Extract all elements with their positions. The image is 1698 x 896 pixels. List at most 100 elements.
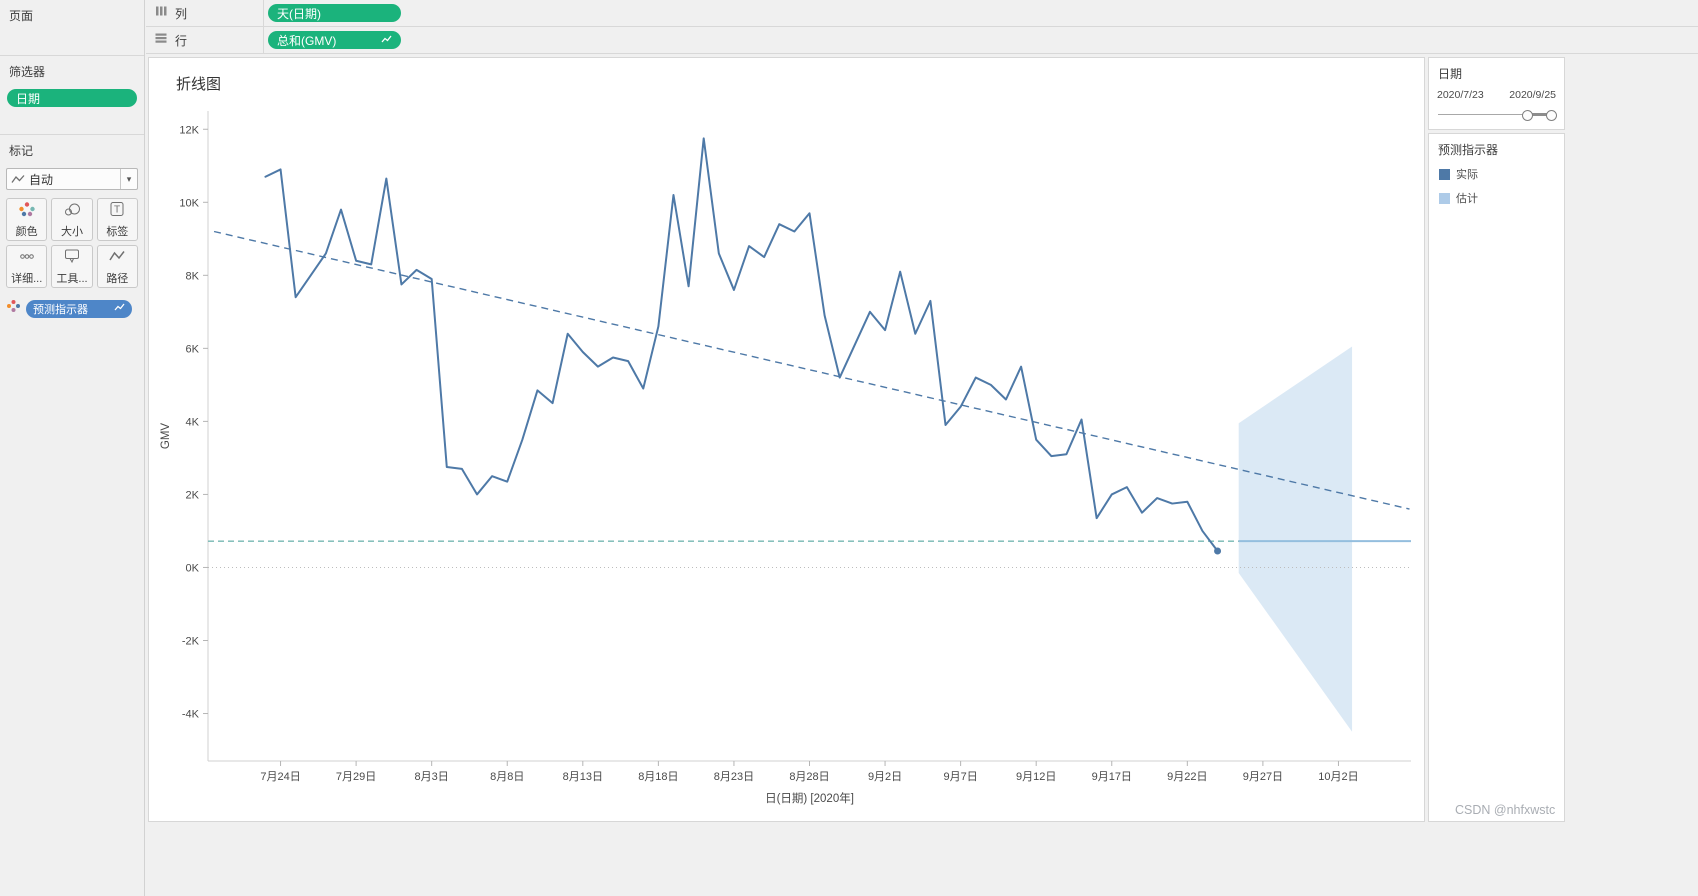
- mark-type-label: 自动: [29, 172, 54, 187]
- size-icon: [63, 201, 81, 222]
- x-tick-label: 8月23日: [714, 771, 754, 783]
- y-tick-label: 12K: [179, 124, 199, 136]
- pill-sum-gmv[interactable]: 总和(GMV): [268, 31, 401, 49]
- label-icon: T: [108, 201, 126, 222]
- filters-title: 筛选器: [9, 65, 46, 79]
- mark-type-dropdown[interactable]: 自动 ▾: [6, 168, 138, 190]
- chevron-down-icon[interactable]: ▾: [120, 169, 137, 189]
- label-button-label: 标签: [106, 225, 129, 238]
- mark-buttons: 颜色 大小 T 标签 详细...: [6, 198, 138, 288]
- filter-pill-label: 日期: [16, 91, 41, 106]
- last-point-marker[interactable]: [1214, 547, 1222, 555]
- forecast-indicator-pill-label: 预测指示器: [33, 303, 88, 316]
- x-tick-label: 9月22日: [1167, 771, 1207, 783]
- forecast-legend-card: 预测指示器 实际 估计: [1428, 133, 1565, 822]
- legend-item-estimate[interactable]: 估计: [1429, 190, 1564, 206]
- path-icon: [108, 248, 126, 269]
- size-button[interactable]: 大小: [51, 198, 93, 241]
- color-button[interactable]: 颜色: [6, 198, 48, 241]
- trend-badge-icon: [381, 33, 392, 47]
- color-icon: [18, 201, 36, 222]
- y-tick-label: 10K: [179, 197, 199, 209]
- date-filter-title: 日期: [1438, 67, 1463, 81]
- x-tick-label: 8月3日: [415, 771, 449, 783]
- x-tick-label: 9月17日: [1092, 771, 1132, 783]
- rows-shelf[interactable]: 行 总和(GMV): [146, 27, 1698, 54]
- columns-shelf[interactable]: 列 天(日期): [146, 0, 1698, 27]
- marks-pill-row: 预测指示器: [6, 299, 138, 318]
- y-tick-label: 0K: [186, 562, 200, 574]
- slider-handle-start[interactable]: [1522, 110, 1534, 121]
- columns-shelf-pills[interactable]: 天(日期): [264, 4, 401, 22]
- x-tick-label: 9月27日: [1243, 771, 1283, 783]
- date-range-start: 2020/7/23: [1437, 89, 1484, 101]
- x-tick-label: 7月24日: [260, 771, 300, 783]
- svg-text:T: T: [114, 204, 120, 215]
- forecast-band: [1238, 346, 1353, 732]
- x-tick-label: 8月8日: [490, 771, 524, 783]
- forecast-indicator-pill[interactable]: 预测指示器: [26, 299, 132, 318]
- x-tick-label: 8月28日: [789, 771, 829, 783]
- pill-day-date[interactable]: 天(日期): [268, 4, 401, 22]
- label-button[interactable]: T 标签: [96, 198, 138, 241]
- slider-handle-end[interactable]: [1546, 110, 1557, 121]
- y-tick-label: -2K: [182, 635, 200, 647]
- y-tick-label: -4K: [182, 709, 200, 721]
- legend-title: 预测指示器: [1438, 143, 1499, 157]
- detail-icon: [18, 248, 36, 269]
- legend-label-actual: 实际: [1456, 169, 1478, 181]
- y-tick-label: 4K: [186, 416, 200, 428]
- x-tick-label: 9月2日: [868, 771, 902, 783]
- marks-title: 标记: [9, 144, 34, 158]
- x-tick-label: 9月7日: [944, 771, 978, 783]
- pages-section: 页面: [0, 0, 144, 56]
- date-range-end: 2020/9/25: [1509, 89, 1556, 101]
- date-filter-card: 日期 2020/7/23 2020/9/25: [1428, 57, 1565, 130]
- watermark: CSDN @nhfxwstc: [1455, 803, 1556, 817]
- line-mark-icon: [7, 172, 29, 186]
- pill-day-date-label: 天(日期): [277, 6, 321, 21]
- worksheet[interactable]: -4K -2K 0K 2K 4K 6K 8K 10K 12K 7月24日 7月29日 8月3日 8月8日…: [148, 57, 1425, 822]
- series-line[interactable]: [264, 137, 1219, 553]
- size-button-label: 大小: [60, 225, 83, 238]
- marks-section: 标记 自动 ▾ 颜色 大小 T: [0, 135, 144, 318]
- y-axis-title: GMV: [160, 423, 172, 450]
- filters-section: 筛选器 日期: [0, 56, 144, 135]
- detail-button-label: 详细...: [11, 272, 43, 285]
- sidebar: 页面 筛选器 日期 标记 自动 ▾ 颜色: [0, 0, 145, 896]
- x-tick-label: 7月29日: [336, 771, 376, 783]
- legend-swatch-estimate: [1439, 192, 1450, 204]
- x-tick-label: 9月12日: [1016, 771, 1056, 783]
- pages-title: 页面: [9, 9, 34, 23]
- pill-sum-gmv-label: 总和(GMV): [277, 33, 337, 48]
- path-button-label: 路径: [106, 272, 129, 285]
- tooltip-button-label: 工具...: [56, 272, 88, 285]
- rows-shelf-pills[interactable]: 总和(GMV): [264, 31, 401, 49]
- x-tick-label: 8月13日: [563, 771, 603, 783]
- y-tick-label: 6K: [186, 343, 200, 355]
- y-tick-label: 2K: [186, 489, 200, 501]
- color-button-label: 颜色: [15, 225, 38, 238]
- rows-icon: [154, 31, 168, 49]
- tooltip-button[interactable]: 工具...: [51, 245, 93, 288]
- trend-line[interactable]: [213, 230, 1410, 510]
- columns-icon: [154, 4, 168, 22]
- legend-item-actual[interactable]: 实际: [1429, 166, 1564, 182]
- legend-swatch-actual: [1439, 168, 1450, 180]
- shelves: 列 天(日期) 行 总和(GMV): [146, 0, 1698, 54]
- x-axis-title: 日(日期) [2020年]: [765, 791, 854, 805]
- date-range: 2020/7/23 2020/9/25: [1429, 82, 1564, 101]
- columns-shelf-head: 列: [146, 0, 264, 26]
- slider-selected-range[interactable]: [1526, 113, 1552, 116]
- filter-pill-date[interactable]: 日期: [7, 89, 137, 107]
- x-tick-label: 10月2日: [1318, 771, 1358, 783]
- detail-button[interactable]: 详细...: [6, 245, 48, 288]
- date-range-slider[interactable]: [1438, 109, 1557, 121]
- slider-track[interactable]: [1438, 114, 1555, 115]
- legend-label-estimate: 估计: [1456, 193, 1478, 205]
- line-chart[interactable]: -4K -2K 0K 2K 4K 6K 8K 10K 12K 7月24日 7月29日 8月3日 8月8日…: [149, 58, 1424, 821]
- path-button[interactable]: 路径: [96, 245, 138, 288]
- tooltip-icon: [63, 248, 81, 269]
- trend-badge-icon: [114, 302, 125, 315]
- y-tick-label: 8K: [186, 270, 200, 282]
